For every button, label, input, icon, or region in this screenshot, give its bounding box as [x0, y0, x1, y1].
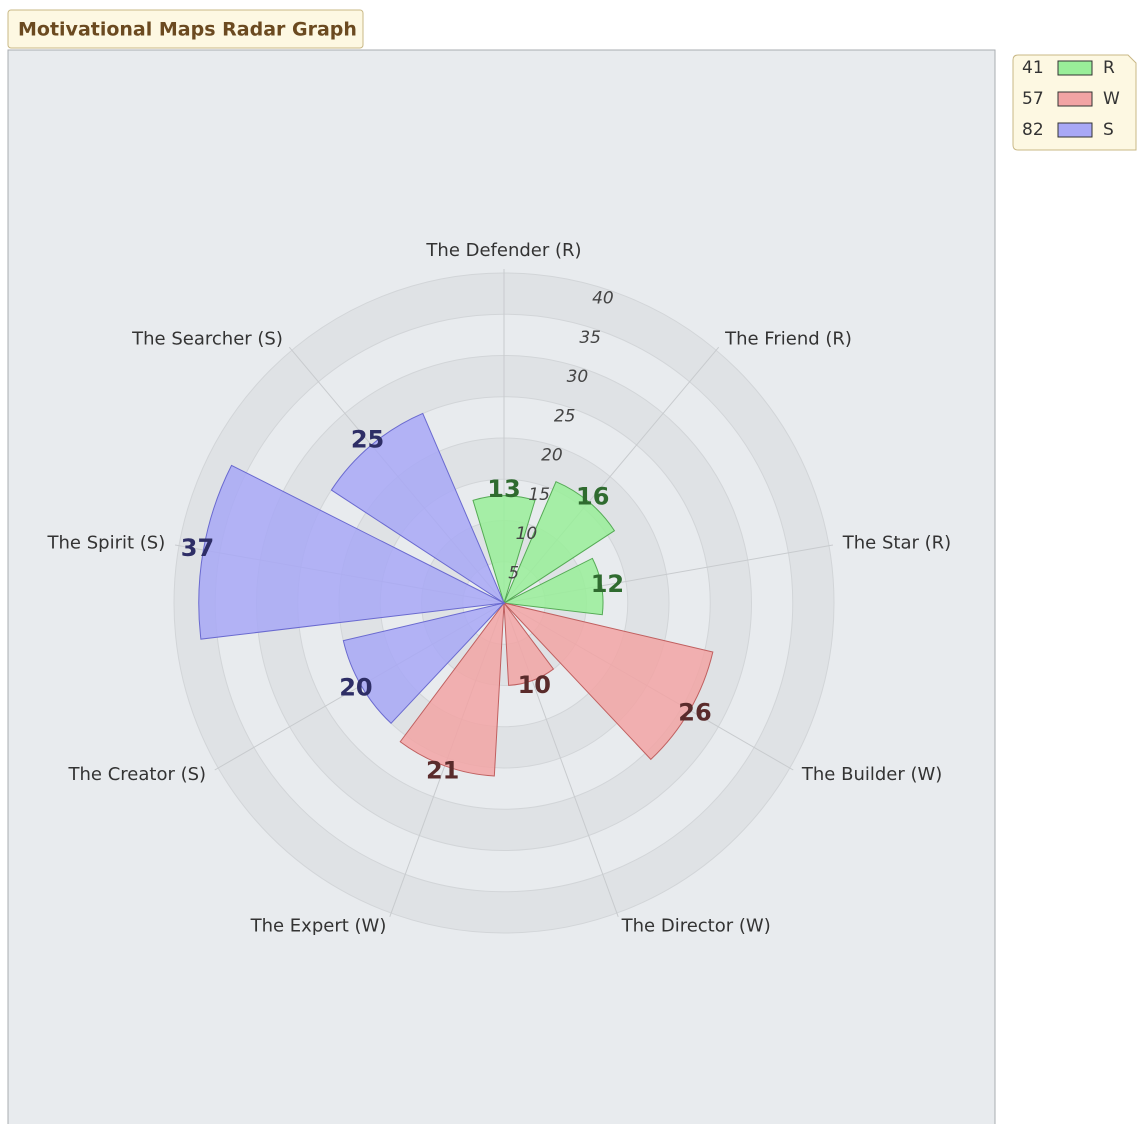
category-label: The Star (R): [842, 532, 951, 553]
category-label: The Creator (S): [68, 764, 207, 785]
value-label: 12: [591, 570, 624, 598]
title-tab: [7, 9, 364, 49]
value-label: 16: [576, 482, 609, 510]
legend-swatch: [1057, 60, 1093, 76]
wedge: [503, 601, 555, 686]
category-label: The Defender (R): [425, 240, 581, 261]
legend-total: 82: [1022, 120, 1044, 140]
y-tick-label: 35: [579, 328, 601, 348]
value-label: 13: [487, 475, 520, 503]
value-label: 25: [351, 425, 384, 453]
y-tick-label: 5: [508, 563, 519, 583]
category-label: The Searcher (S): [131, 328, 283, 349]
wedge: [198, 464, 506, 640]
wedge: [399, 601, 505, 777]
value-label: 21: [426, 756, 459, 784]
legend-label: W: [1103, 89, 1120, 109]
category-label: The Friend (R): [724, 328, 852, 349]
y-tick-label: 25: [554, 406, 576, 426]
value-label: 20: [339, 674, 372, 702]
category-label: The Builder (W): [801, 764, 942, 785]
y-tick-label: 10: [516, 524, 538, 544]
wedge: [502, 557, 604, 616]
value-label: 26: [678, 698, 711, 726]
legend-total: 57: [1022, 89, 1044, 109]
value-label: 10: [518, 671, 551, 699]
value-label: 37: [181, 534, 214, 562]
y-tick-label: 40: [592, 289, 614, 309]
legend-total: 41: [1022, 58, 1044, 78]
y-tick-label: 15: [528, 485, 550, 505]
y-tick-label: 20: [541, 446, 563, 466]
chart-title: Motivational Maps Radar Graph: [18, 19, 357, 41]
wedge: [502, 481, 616, 605]
category-label: The Director (W): [621, 915, 771, 936]
legend-label: S: [1103, 120, 1114, 140]
wedge: [502, 602, 714, 761]
wedge: [472, 495, 536, 605]
category-label: The Expert (W): [250, 915, 387, 936]
legend-label: R: [1103, 58, 1115, 78]
category-label: The Spirit (S): [47, 532, 166, 553]
wedge: [330, 412, 506, 605]
y-tick-label: 30: [567, 367, 589, 387]
legend-swatch: [1057, 122, 1093, 138]
legend-swatch: [1057, 91, 1093, 107]
wedge: [342, 602, 506, 724]
